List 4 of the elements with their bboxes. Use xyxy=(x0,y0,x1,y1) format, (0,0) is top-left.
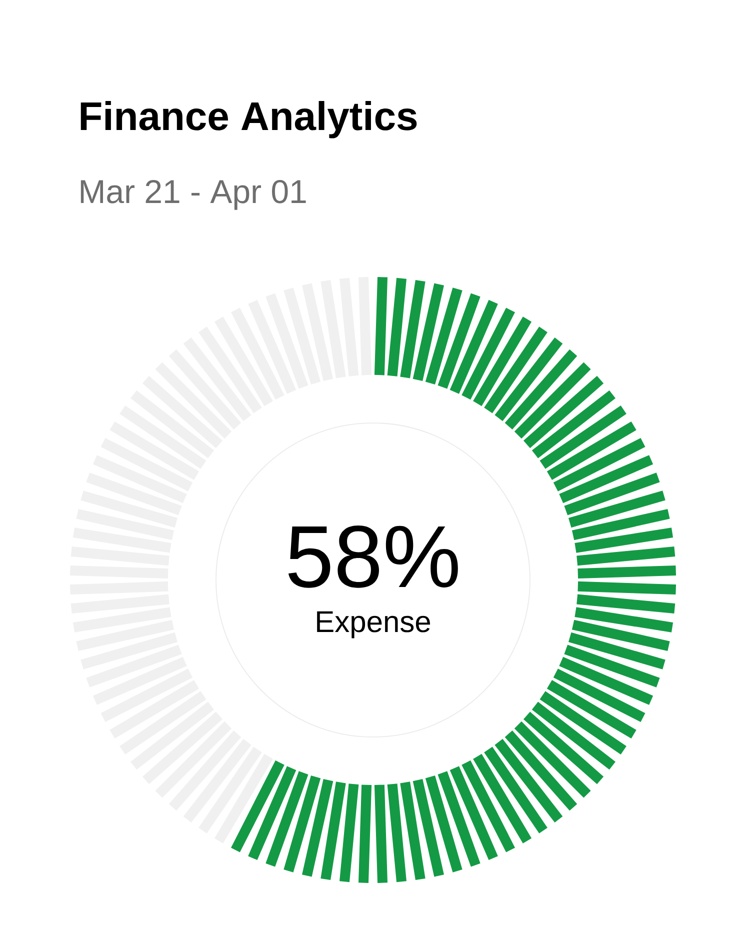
chart-title: Finance Analytics xyxy=(80,101,417,138)
slice-label: Expense xyxy=(317,611,430,638)
data-label: 58% xyxy=(288,526,458,588)
chart-subtitle: Mar 21 - Apr 01 xyxy=(80,180,306,210)
